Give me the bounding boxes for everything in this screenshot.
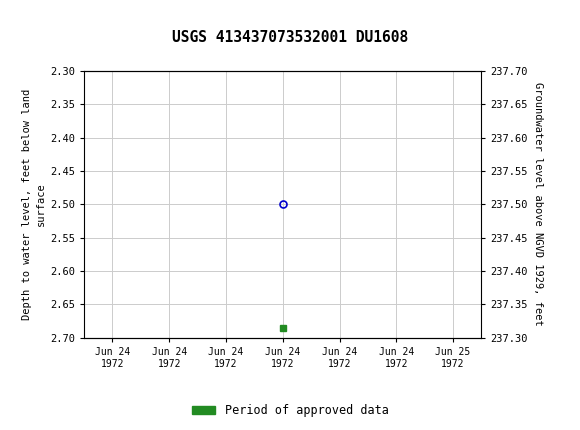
Text: USGS 413437073532001 DU1608: USGS 413437073532001 DU1608	[172, 30, 408, 45]
Legend: Period of approved data: Period of approved data	[187, 399, 393, 422]
Text: ≋ USGS: ≋ USGS	[7, 12, 84, 29]
Y-axis label: Groundwater level above NGVD 1929, feet: Groundwater level above NGVD 1929, feet	[534, 83, 543, 326]
Y-axis label: Depth to water level, feet below land
surface: Depth to water level, feet below land su…	[22, 89, 46, 320]
